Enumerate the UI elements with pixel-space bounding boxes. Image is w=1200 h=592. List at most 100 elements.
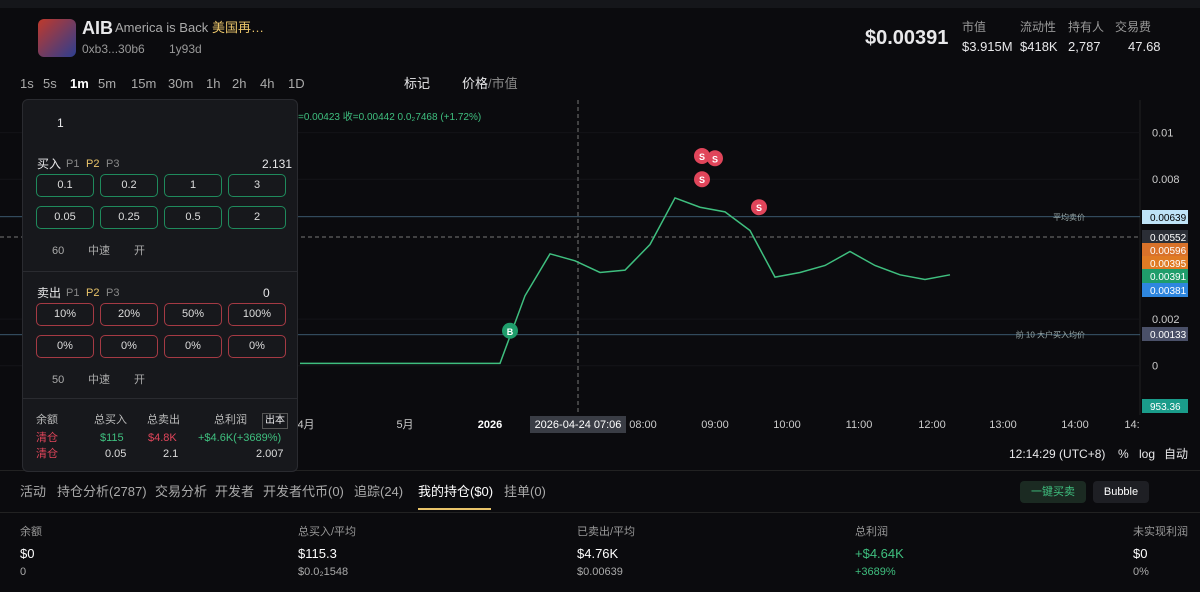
interval-button[interactable]: 1m	[70, 76, 89, 91]
price-tag-label: 0.00133	[1150, 330, 1187, 341]
amount-button[interactable]: 0.1	[36, 174, 94, 197]
preset[interactable]: P2	[86, 158, 100, 170]
marks-button[interactable]: 标记	[404, 76, 431, 91]
clock: 12:14:29 (UTC+8)	[1009, 447, 1106, 461]
interval-button[interactable]: 5m	[98, 76, 117, 91]
trade-marker-label: S	[699, 152, 705, 162]
tab[interactable]: 交易分析	[155, 484, 208, 499]
tab[interactable]: 活动	[20, 484, 47, 499]
stat-label: 市值	[962, 20, 987, 34]
slippage: 60	[52, 245, 65, 257]
side-label: 卖出	[37, 286, 62, 300]
amount-button[interactable]: 100%	[228, 303, 286, 326]
quick-trade-button[interactable]: 一键买卖	[1020, 481, 1086, 503]
position-sub: $0.0₂1548	[298, 566, 349, 578]
interval-button[interactable]: 1D	[288, 76, 305, 91]
token-logo	[38, 19, 76, 57]
price-toggle[interactable]: 价格	[462, 76, 489, 91]
position-sub: 0	[20, 566, 27, 578]
trade-marker	[694, 171, 710, 188]
tab[interactable]: 持仓分析(2787)	[57, 484, 147, 499]
trade-marker-label: S	[699, 175, 705, 185]
chart-option[interactable]: log	[1139, 447, 1156, 461]
address[interactable]: 0xb3...30b6	[82, 42, 145, 56]
preset[interactable]: P3	[106, 287, 120, 299]
price-tag	[1142, 327, 1188, 341]
speed: 中速	[88, 374, 110, 386]
volume-tag-label: 953.36	[1150, 402, 1181, 413]
interval-button[interactable]: 2h	[232, 76, 247, 91]
amount-button[interactable]: 20%	[100, 303, 158, 326]
crosshair-time: 2026-04-24 07:06	[535, 419, 622, 431]
chart-option[interactable]: 自动	[1164, 447, 1189, 461]
interval-button[interactable]: 4h	[260, 76, 275, 91]
preset[interactable]: P3	[106, 158, 120, 170]
summary-cell[interactable]: 清仓	[36, 448, 58, 460]
amount-button[interactable]: 0.2	[100, 174, 158, 197]
stat-value: $3.915M	[962, 39, 1013, 54]
position-value: $0	[20, 546, 35, 561]
amount-button[interactable]: 1	[164, 174, 222, 197]
amount-button[interactable]: 0.25	[100, 206, 158, 229]
cost-button[interactable]: 出本	[262, 413, 288, 429]
summary-header: 总利润	[214, 414, 247, 426]
tab[interactable]: 我的持仓($0)	[418, 484, 494, 499]
interval-button[interactable]: 15m	[131, 76, 157, 91]
summary-cell: $4.8K	[148, 432, 177, 444]
amount-button[interactable]: 0.05	[36, 206, 94, 229]
amount-button[interactable]: 2	[228, 206, 286, 229]
mev: 开	[134, 245, 145, 257]
summary-cell: $115	[100, 432, 124, 444]
summary-header: 总卖出	[147, 414, 180, 426]
speed: 中速	[88, 245, 110, 257]
x-tick-label: 12:00	[918, 419, 946, 431]
price-tag	[1142, 210, 1188, 224]
x-tick-label: 08:00	[629, 419, 657, 431]
tab[interactable]: 追踪(24)	[354, 484, 404, 499]
position-sub: $0.00639	[577, 566, 623, 578]
position-label: 已卖出/平均	[577, 526, 636, 538]
summary-cell[interactable]: 清仓	[36, 432, 58, 444]
summary-header: 余额	[36, 414, 58, 426]
price-tag-label: 0.00596	[1150, 246, 1187, 257]
tab[interactable]: 开发者代币(0)	[263, 484, 344, 499]
interval-button[interactable]: 1s	[20, 76, 34, 91]
interval-button[interactable]: 1h	[206, 76, 221, 91]
amount-button[interactable]: 0%	[36, 335, 94, 358]
stat-value: $418K	[1020, 39, 1058, 54]
x-tick-label: 5月	[396, 419, 413, 431]
position-sub: 0%	[1133, 566, 1149, 578]
stat-label: 持有人	[1068, 20, 1105, 34]
amount-button[interactable]: 0%	[228, 335, 286, 358]
trade-marker-label: B	[507, 327, 514, 337]
preset[interactable]: P1	[66, 158, 80, 170]
mcap-toggle[interactable]: /市值	[488, 76, 518, 91]
amount-button[interactable]: 0.5	[164, 206, 222, 229]
price-tag	[1142, 256, 1188, 270]
chart-option[interactable]: %	[1118, 447, 1129, 461]
amount-button[interactable]: 0%	[100, 335, 158, 358]
preset[interactable]: P2	[86, 287, 100, 299]
slippage: 50	[52, 374, 65, 386]
stat-label: 交易费	[1115, 20, 1152, 34]
interval-button[interactable]: 30m	[168, 76, 194, 91]
tab[interactable]: 挂单(0)	[504, 484, 546, 499]
volume-tag	[1142, 399, 1188, 413]
amount-button[interactable]: 50%	[164, 303, 222, 326]
amount-button[interactable]: 0%	[164, 335, 222, 358]
bubble-button[interactable]: Bubble	[1093, 481, 1149, 503]
price-tag	[1142, 230, 1188, 244]
trade-marker	[694, 147, 710, 164]
x-tick-label: 10:00	[773, 419, 801, 431]
tab[interactable]: 开发者	[215, 484, 255, 499]
trade-marker-label: S	[712, 154, 718, 164]
preset[interactable]: P1	[66, 287, 80, 299]
y-tick-label: 0.002	[1152, 314, 1180, 326]
x-tick-label: 2026	[478, 419, 502, 431]
interval-button[interactable]: 5s	[43, 76, 57, 91]
amount-button[interactable]: 10%	[36, 303, 94, 326]
divider	[0, 470, 1200, 471]
amount-button[interactable]: 3	[228, 174, 286, 197]
